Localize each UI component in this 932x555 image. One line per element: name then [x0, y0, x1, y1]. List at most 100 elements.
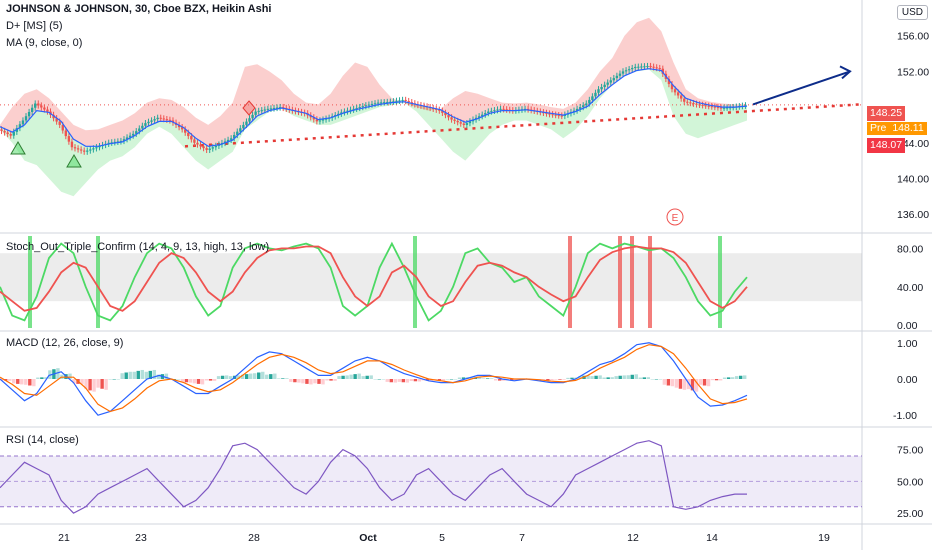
- rsi-pane[interactable]: [0, 440, 862, 514]
- candle-body: [438, 109, 441, 111]
- candle-body: [61, 124, 64, 131]
- candle-body: [64, 130, 68, 137]
- candle-body: [667, 78, 671, 85]
- candle-body: [462, 123, 466, 125]
- macd-histogram-bar: [590, 376, 594, 379]
- candle-body: [147, 121, 150, 124]
- stoch-pane[interactable]: [0, 236, 862, 328]
- candle-body: [563, 114, 567, 116]
- candle-body: [226, 139, 230, 142]
- candle-body: [661, 68, 665, 74]
- price-axis[interactable]: 156.00152.00144.00140.00136.0080.0040.00…: [893, 31, 929, 520]
- candle-body: [135, 131, 138, 134]
- candle-body: [630, 68, 634, 70]
- candle-body: [621, 71, 625, 74]
- stoch-signal-bar: [648, 236, 652, 328]
- candle-body: [484, 113, 487, 115]
- candle-body: [202, 146, 205, 149]
- candle-body: [634, 66, 637, 69]
- candle-body: [119, 140, 123, 142]
- macd-histogram-bar: [670, 379, 675, 387]
- candle-body: [401, 99, 404, 101]
- candle-body: [447, 115, 450, 118]
- candle-body: [606, 82, 609, 85]
- macd-histogram-bar: [638, 377, 642, 379]
- macd-histogram-bar: [184, 379, 189, 383]
- candle-body: [190, 136, 193, 140]
- candle-body: [199, 144, 202, 147]
- macd-histogram-bar: [200, 379, 205, 385]
- macd-histogram-bar: [128, 371, 132, 379]
- main-price-pane[interactable]: E: [0, 17, 862, 226]
- earnings-marker-label: E: [672, 213, 679, 224]
- candle-body: [548, 113, 551, 115]
- time-axis[interactable]: 21 23 28 Oct 5 7 12 14 19: [58, 532, 830, 544]
- macd-histogram-bar: [469, 377, 474, 379]
- macd-histogram-bar: [196, 379, 201, 384]
- currency-selector[interactable]: USD: [896, 5, 928, 20]
- macd-histogram-bar: [417, 379, 422, 382]
- buy-signal-triangle: [66, 154, 82, 168]
- ma-line: [0, 68, 748, 147]
- macd-histogram-bar: [554, 379, 558, 380]
- candle-body: [67, 136, 71, 142]
- candle-body: [40, 105, 43, 108]
- candle-body: [480, 114, 484, 117]
- macd-histogram-bar: [56, 368, 60, 379]
- macd-histogram-bar: [678, 379, 683, 389]
- rsi-axis-tick: 50.00: [897, 476, 923, 488]
- macd-histogram-bar: [453, 379, 458, 380]
- candle-body: [156, 117, 159, 120]
- candle-body: [352, 108, 355, 110]
- candle-body: [321, 119, 325, 121]
- candle-body: [184, 129, 187, 133]
- macd-histogram-bar: [578, 376, 582, 379]
- macd-histogram-bar: [730, 377, 735, 379]
- candle-body: [551, 114, 554, 116]
- macd-histogram-bar: [337, 376, 341, 379]
- candle-body: [361, 106, 364, 108]
- candle-body: [159, 117, 162, 119]
- macd-histogram-bar: [485, 378, 490, 379]
- candle-body: [82, 150, 86, 152]
- macd-histogram-bar: [180, 379, 185, 382]
- macd-histogram-bar: [493, 379, 498, 381]
- candle-body: [698, 104, 701, 106]
- stoch-pane-label: Stoch_Out_Triple_Confirm (14, 4, 9, 13, …: [6, 241, 270, 253]
- candle-body: [138, 128, 141, 132]
- candle-body: [465, 123, 469, 125]
- macd-histogram-bar: [682, 379, 687, 390]
- candle-body: [689, 102, 692, 104]
- candle-body: [58, 121, 61, 125]
- candle-body: [673, 89, 677, 93]
- candle-body: [364, 105, 368, 107]
- macd-pane[interactable]: [0, 342, 748, 416]
- macd-histogram-bar: [309, 379, 313, 385]
- macd-histogram-bar: [357, 373, 361, 379]
- macd-histogram-bar: [389, 379, 393, 383]
- macd-histogram-bar: [369, 375, 373, 379]
- macd-histogram-bar: [257, 372, 261, 379]
- macd-histogram-bar: [228, 376, 233, 379]
- candle-body: [168, 119, 172, 121]
- candle-body: [340, 112, 343, 114]
- macd-histogram-bar: [666, 379, 671, 386]
- candle-body: [86, 150, 89, 152]
- macd-histogram-bar: [562, 379, 566, 380]
- candle-body: [716, 107, 720, 109]
- candle-body: [193, 139, 196, 143]
- macd-histogram-bar: [457, 377, 462, 379]
- macd-histogram-bar: [349, 374, 353, 379]
- candle-body: [477, 116, 481, 118]
- macd-histogram-bar: [630, 374, 634, 379]
- candle-body: [612, 78, 616, 81]
- macd-histogram-bar: [249, 373, 253, 379]
- candle-body: [487, 111, 490, 114]
- macd-axis-tick: 1.00: [897, 338, 918, 350]
- macd-histogram-bar: [610, 377, 614, 379]
- candle-body: [239, 128, 242, 132]
- macd-histogram-bar: [204, 379, 209, 381]
- candle-body: [655, 67, 658, 69]
